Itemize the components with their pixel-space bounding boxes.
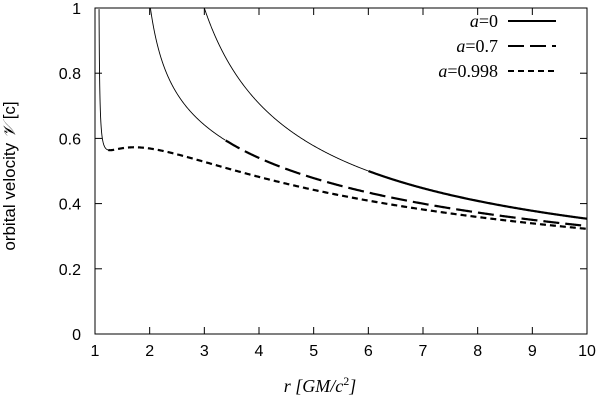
axes-group xyxy=(94,7,588,335)
series-0-unstable-curve xyxy=(203,7,369,172)
series-2-stable-curve xyxy=(107,146,588,230)
y-tick-label: 0.6 xyxy=(59,131,81,148)
y-tick-label: 0 xyxy=(72,327,81,344)
series-1-stable-curve xyxy=(225,139,588,228)
y-tick-label: 1 xyxy=(72,1,81,18)
x-tick-label: 5 xyxy=(309,343,318,360)
legend-label-0: a=0 xyxy=(470,11,498,31)
x-tick-label: 4 xyxy=(255,343,264,360)
legend-label-1: a=0.7 xyxy=(456,36,498,56)
x-tick-label: 3 xyxy=(200,343,209,360)
plot-frame xyxy=(94,7,588,335)
y-tick-label: 0.2 xyxy=(59,262,81,279)
y-axis-label: orbital velocity 𝒱 [c] xyxy=(0,101,19,250)
x-tick-label: 10 xyxy=(578,343,596,360)
y-tick-label: 0.4 xyxy=(59,197,81,214)
y-tick-label: 0.8 xyxy=(59,66,81,83)
legend: a=0 a=0.7 a=0.998 xyxy=(438,11,556,81)
curves-group xyxy=(98,7,588,230)
legend-label-2: a=0.998 xyxy=(438,61,498,81)
x-tick-label: 7 xyxy=(419,343,428,360)
series-0-stable-curve xyxy=(367,169,588,220)
series-1-unstable-curve xyxy=(149,7,226,141)
x-tick-label: 1 xyxy=(91,343,100,360)
x-tick-label: 2 xyxy=(145,343,154,360)
series-2-unstable-curve xyxy=(98,9,109,151)
x-tick-label: 6 xyxy=(364,343,373,360)
x-tick-label: 9 xyxy=(528,343,537,360)
x-tick-label: 8 xyxy=(473,343,482,360)
x-axis-label: r [GM/c2] xyxy=(284,374,357,396)
tick-labels-group: 1 2 3 4 5 6 7 8 9 10 0 0.2 0.4 0.6 0.8 1 xyxy=(59,1,596,360)
